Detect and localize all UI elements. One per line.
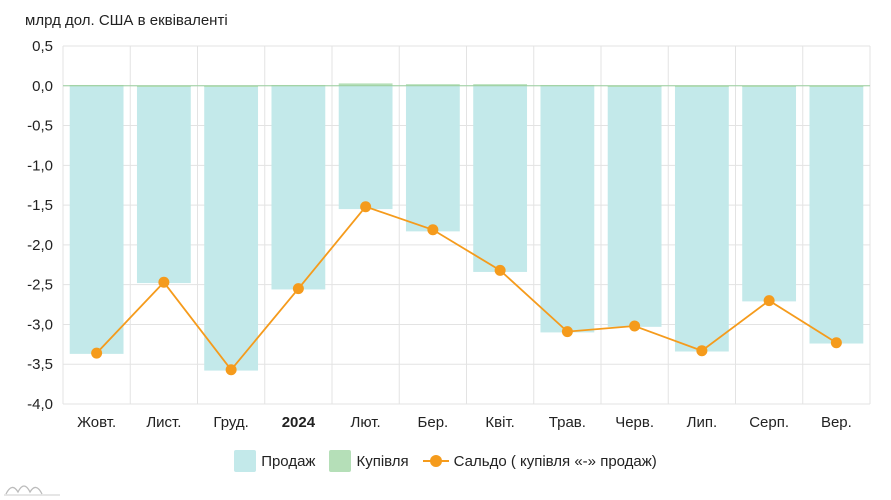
bar-purchase	[607, 85, 662, 87]
balance-point	[292, 283, 304, 295]
x-tick-label: Груд.	[213, 414, 248, 431]
legend-label-purchase: Купівля	[356, 452, 409, 470]
y-tick-label: 0,0	[32, 78, 53, 95]
legend-swatch-purchase	[329, 450, 352, 472]
bar-sales	[69, 85, 124, 354]
balance-point	[629, 320, 641, 332]
balance-point	[561, 326, 573, 338]
x-tick-label: Черв.	[615, 414, 654, 431]
bar-sales	[809, 85, 864, 344]
balance-point	[763, 295, 775, 307]
legend-item-purchase[interactable]: Купівля	[329, 450, 409, 472]
y-tick-label: -1,5	[27, 197, 53, 214]
balance-line	[91, 201, 842, 376]
balance-point	[91, 347, 103, 359]
y-tick-label: -0,5	[27, 118, 53, 135]
bar-sales	[405, 85, 460, 232]
logo-icon	[4, 485, 60, 496]
legend-item-sales[interactable]: Продаж	[234, 450, 315, 472]
x-tick-label: Вер.	[821, 414, 852, 431]
balance-point	[830, 337, 842, 349]
x-tick-label: Лют.	[351, 414, 381, 431]
y-tick-label: -2,0	[27, 237, 53, 254]
balance-point	[225, 364, 237, 376]
x-tick-label: Серп.	[749, 414, 789, 431]
y-tick-label: -3,5	[27, 356, 53, 373]
balance-line-path	[95, 205, 837, 372]
y-tick-label: -2,5	[27, 277, 53, 294]
unit-label: млрд дол. США в еквіваленті	[25, 12, 228, 29]
bars	[63, 83, 870, 371]
bar-purchase	[405, 84, 460, 86]
bar-sales	[607, 85, 662, 327]
bar-purchase	[742, 85, 797, 87]
x-tick-label: Лип.	[687, 414, 718, 431]
balance-point	[494, 264, 506, 276]
balance-point	[158, 276, 170, 288]
x-tick-label: Жовт.	[77, 414, 116, 431]
y-axis-ticks: 0,5 0,0 -0,5 -1,0 -1,5 -2,0 -2,5 -3,0 -3,5 -4,0	[27, 38, 53, 413]
x-tick-label: Бер.	[418, 414, 449, 431]
legend: Продаж Купівля Сальдо ( купівля «-» прод…	[0, 450, 891, 472]
bar-sales	[540, 85, 595, 333]
y-tick-label: 0,5	[32, 38, 53, 55]
legend-label-balance: Сальдо ( купівля «-» продаж)	[453, 452, 657, 470]
bar-purchase	[473, 84, 528, 86]
legend-item-balance[interactable]: Сальдо ( купівля «-» продаж)	[422, 452, 657, 470]
balance-point	[360, 201, 372, 213]
legend-swatch-sales	[234, 450, 257, 472]
gridlines	[62, 45, 871, 405]
x-tick-label: Квіт.	[485, 414, 514, 431]
bar-purchase	[204, 85, 259, 87]
bar-sales	[473, 85, 528, 272]
x-axis-ticks: Жовт. Лист. Груд. 2024 Лют. Бер. Квіт. Трав. Чер…	[77, 414, 852, 431]
legend-marker-balance	[422, 454, 449, 468]
bar-purchase	[674, 85, 729, 87]
bar-sales	[674, 85, 729, 352]
balance-point	[696, 345, 708, 357]
bar-purchase	[338, 83, 393, 86]
bar-sales	[338, 85, 393, 210]
bar-sales	[204, 85, 259, 371]
bar-sales	[136, 85, 191, 284]
x-tick-label: Трав.	[549, 414, 586, 431]
x-tick-label: Лист.	[146, 414, 181, 431]
legend-label-sales: Продаж	[261, 452, 316, 470]
bar-purchase	[136, 85, 191, 87]
bar-sales	[742, 85, 797, 302]
y-tick-label: -3,0	[27, 316, 53, 333]
bar-sales	[271, 85, 326, 290]
balance-point	[427, 224, 439, 236]
y-tick-label: -4,0	[27, 396, 53, 413]
chart: 0,5 0,0 -0,5 -1,0 -1,5 -2,0 -2,5 -3,0 -3,5 -4,0 Ж…	[27, 38, 871, 431]
y-tick-label: -1,0	[27, 157, 53, 174]
bar-purchase	[809, 85, 864, 87]
x-tick-label: 2024	[282, 414, 316, 431]
